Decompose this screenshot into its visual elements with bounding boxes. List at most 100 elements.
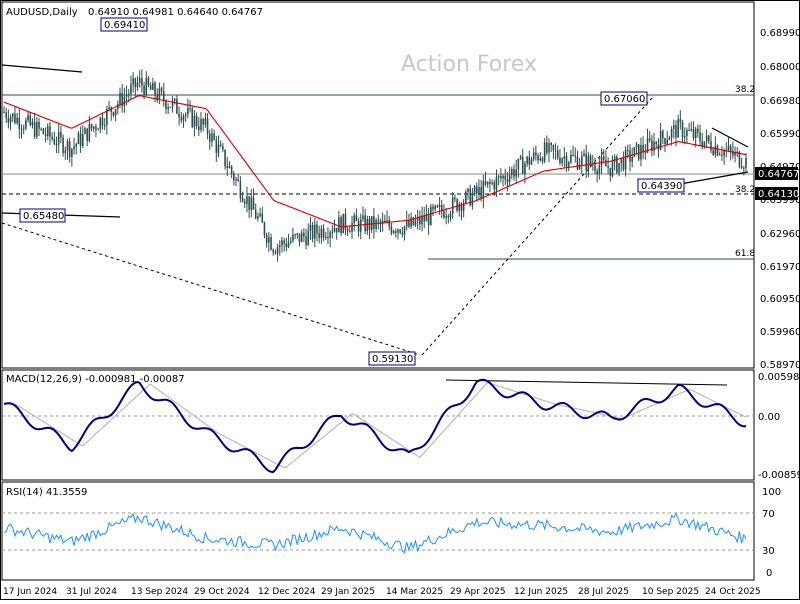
candle-body xyxy=(664,138,666,145)
candle-body xyxy=(322,228,325,238)
candle-body xyxy=(36,121,38,137)
candle-body xyxy=(727,146,730,150)
date-tick: 13 Sep 2024 xyxy=(131,587,188,597)
candle-body xyxy=(252,197,255,210)
candle-body xyxy=(578,164,581,169)
candle-body xyxy=(668,137,671,141)
candle-body xyxy=(432,206,434,210)
candle-body xyxy=(333,227,336,232)
candle-body xyxy=(311,224,314,239)
candle-body xyxy=(222,146,224,150)
candle-body xyxy=(602,156,605,160)
candle-body xyxy=(510,169,513,175)
candle-body xyxy=(114,108,117,116)
candle-body xyxy=(572,154,574,156)
candle-body xyxy=(305,236,307,246)
candle-body xyxy=(187,108,189,115)
candle-body xyxy=(554,150,557,152)
candle-body xyxy=(535,152,537,156)
candle-body xyxy=(546,142,548,153)
candle-body xyxy=(416,216,419,221)
candle-body xyxy=(60,132,62,138)
candle-body xyxy=(101,117,104,126)
rsi-tick: 30 xyxy=(762,546,775,557)
candle-body xyxy=(285,243,288,248)
watermark: Action Forex xyxy=(401,52,537,77)
candle-body xyxy=(338,217,340,233)
candle-body xyxy=(530,159,533,165)
candle-body xyxy=(191,108,194,127)
candle-body xyxy=(272,249,275,253)
trendline-dashed-down xyxy=(1,222,421,356)
candle-body xyxy=(42,128,45,135)
candle-body xyxy=(537,155,539,161)
candle-body xyxy=(675,125,677,138)
candle-body xyxy=(292,234,294,241)
candle-body xyxy=(250,197,253,210)
candle-body xyxy=(493,182,496,190)
candle-body xyxy=(646,138,649,153)
candle-body xyxy=(710,141,712,151)
candle-body xyxy=(607,166,609,168)
candle-body xyxy=(359,219,362,232)
candle-body xyxy=(375,220,377,229)
candle-body xyxy=(714,145,717,155)
candle-body xyxy=(670,128,673,138)
rsi-tick: 0 xyxy=(766,568,772,579)
candle-body xyxy=(121,92,123,107)
candle-body xyxy=(655,141,658,145)
triangle-upper xyxy=(711,127,749,148)
candle-body xyxy=(31,121,34,126)
candle-body xyxy=(329,232,331,238)
candle-body xyxy=(254,209,257,219)
candle-body xyxy=(204,118,207,125)
rsi-tick: 100 xyxy=(762,487,781,498)
rsi-axis: 100 70 30 0 xyxy=(762,487,781,579)
candle-body xyxy=(419,216,421,225)
rsi-tick: 70 xyxy=(762,509,775,520)
current-price: 0.64767 xyxy=(758,169,799,180)
candle-body xyxy=(239,180,242,198)
candle-body xyxy=(49,126,51,137)
candle-body xyxy=(184,114,187,116)
candle-body xyxy=(119,92,121,105)
current-price-tag xyxy=(755,167,798,180)
candle-body xyxy=(152,82,154,90)
price-tick: 0.68990 xyxy=(760,28,800,39)
candle-body xyxy=(427,214,430,226)
trendline-dashed-up xyxy=(421,97,653,356)
candle-body xyxy=(51,136,53,139)
candle-body xyxy=(460,204,463,211)
date-tick: 10 Sep 2025 xyxy=(642,587,699,597)
candle-body xyxy=(314,224,316,239)
candle-body xyxy=(373,216,375,229)
candle-body xyxy=(268,237,270,243)
candle-body xyxy=(178,113,180,118)
candle-body xyxy=(559,157,561,164)
candle-body xyxy=(672,125,675,129)
candle-body xyxy=(340,217,342,234)
candle-body xyxy=(136,82,139,88)
macd-signal-line xyxy=(4,382,747,469)
candle-body xyxy=(732,150,734,156)
candle-body xyxy=(147,77,150,86)
candle-body xyxy=(230,166,233,174)
candle-body xyxy=(734,151,736,156)
candle-body xyxy=(366,218,369,232)
date-tick: 17 Jun 2024 xyxy=(3,587,57,597)
candle-body xyxy=(611,161,614,176)
candle-body xyxy=(423,215,426,222)
candle-body xyxy=(233,173,235,181)
candle-body xyxy=(344,213,347,230)
candle-body xyxy=(117,104,119,109)
candle-body xyxy=(447,215,450,218)
candle-body xyxy=(556,150,559,158)
candle-body xyxy=(497,176,500,178)
fib-382-mid-label: 38.2 xyxy=(735,185,755,195)
candle-body xyxy=(390,226,393,233)
candle-body xyxy=(261,213,264,223)
candle-body xyxy=(62,137,64,153)
candle-body xyxy=(438,205,441,208)
candle-body xyxy=(440,205,443,212)
candle-body xyxy=(55,144,58,146)
